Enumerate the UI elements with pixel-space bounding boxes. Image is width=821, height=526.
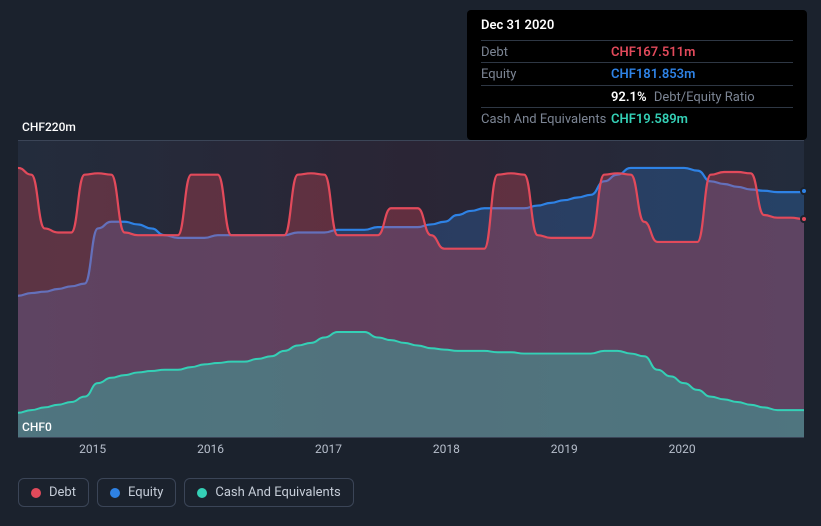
chart-plot-area[interactable] <box>18 140 804 438</box>
legend-item-debt[interactable]: Debt <box>18 478 89 507</box>
chart-legend: Debt Equity Cash And Equivalents <box>18 478 354 507</box>
end-marker-debt <box>800 215 808 223</box>
y-axis-max-label: CHF220m <box>22 120 76 134</box>
tooltip-row-cash: Cash And Equivalents CHF19.589m <box>481 107 793 130</box>
tooltip-ratio: 92.1% Debt/Equity Ratio <box>611 90 755 106</box>
legend-swatch <box>110 488 120 498</box>
legend-item-equity[interactable]: Equity <box>97 478 176 507</box>
legend-swatch <box>31 488 41 498</box>
x-axis-tick: 2015 <box>79 442 106 456</box>
x-axis-tick: 2016 <box>197 442 224 456</box>
tooltip-value: CHF19.589m <box>611 112 688 128</box>
tooltip-label: Cash And Equivalents <box>481 112 611 128</box>
chart-svg <box>18 141 804 437</box>
tooltip-row-equity: Equity CHF181.853m <box>481 62 793 85</box>
tooltip-ratio-pct: 92.1% <box>611 90 647 105</box>
end-marker-equity <box>800 187 808 195</box>
x-axis-tick: 2017 <box>315 442 342 456</box>
tooltip-date: Dec 31 2020 <box>481 18 793 40</box>
tooltip-ratio-label: Debt/Equity Ratio <box>650 90 755 105</box>
x-axis-tick: 2018 <box>433 442 460 456</box>
legend-label: Cash And Equivalents <box>215 485 340 500</box>
x-axis-tick: 2019 <box>551 442 578 456</box>
legend-label: Equity <box>128 485 163 500</box>
x-axis-tick: 2020 <box>669 442 696 456</box>
tooltip-value: CHF167.511m <box>611 45 695 61</box>
tooltip-label <box>481 90 611 106</box>
tooltip-label: Debt <box>481 45 611 61</box>
tooltip-label: Equity <box>481 67 611 83</box>
legend-item-cash[interactable]: Cash And Equivalents <box>184 478 353 507</box>
tooltip-row-debt: Debt CHF167.511m <box>481 40 793 63</box>
legend-label: Debt <box>49 485 76 500</box>
tooltip-value: CHF181.853m <box>611 67 695 83</box>
legend-swatch <box>197 488 207 498</box>
tooltip-row-ratio: 92.1% Debt/Equity Ratio <box>481 85 793 108</box>
x-axis: 2015 2016 2017 2018 2019 2020 <box>18 442 804 462</box>
y-axis-min-label: CHF0 <box>22 420 52 434</box>
chart-tooltip: Dec 31 2020 Debt CHF167.511m Equity CHF1… <box>467 10 807 140</box>
debt-equity-chart: Dec 31 2020 Debt CHF167.511m Equity CHF1… <box>0 0 821 526</box>
